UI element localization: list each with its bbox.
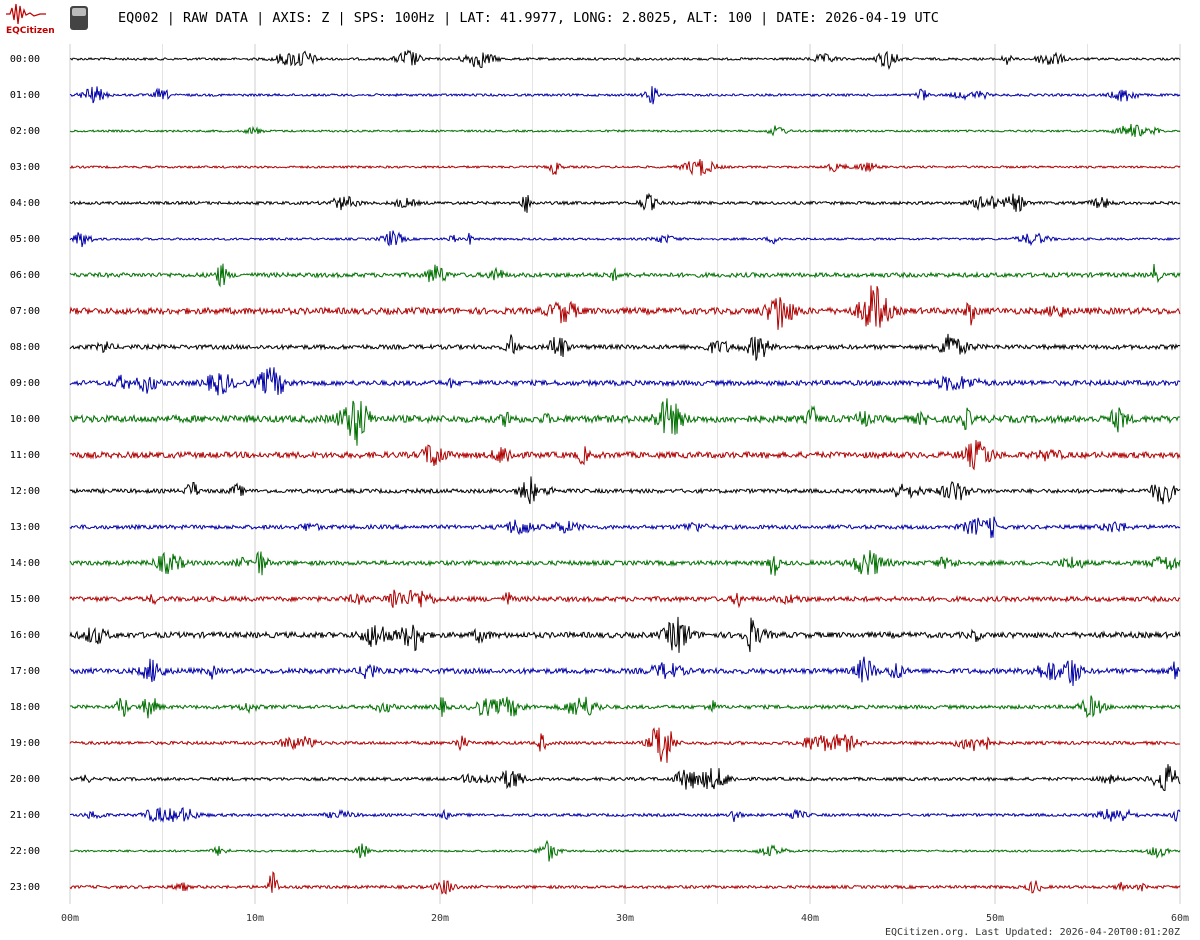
trace: [69, 367, 1181, 396]
trace: [69, 159, 1181, 176]
trace: [69, 839, 1181, 862]
row-label: 17:00: [10, 666, 40, 677]
row-label: 18:00: [10, 702, 40, 713]
labels: 00m 10m 20m 30m 40m 50m 60m 00:00 01:00 02:00 03:0…: [10, 54, 1189, 924]
trace: [69, 695, 1181, 719]
row-label: 00:00: [10, 54, 40, 65]
footer: EQCitizen.org. Last Updated: 2026-04-20T…: [885, 927, 1180, 938]
x-tick-label: 10m: [246, 913, 264, 924]
row-label: 20:00: [10, 774, 40, 785]
grid: [69, 44, 1181, 904]
trace: [69, 192, 1181, 213]
row-label: 08:00: [10, 342, 40, 353]
row-label: 14:00: [10, 558, 40, 569]
row-label: 15:00: [10, 594, 40, 605]
trace: [69, 550, 1181, 576]
x-tick-label: 60m: [1171, 913, 1189, 924]
row-label: 04:00: [10, 198, 40, 209]
row-label: 21:00: [10, 810, 40, 821]
row-label: 05:00: [10, 234, 40, 245]
trace: [69, 476, 1181, 505]
row-label: 03:00: [10, 162, 40, 173]
trace: [70, 807, 1181, 823]
trace: [69, 263, 1181, 288]
trace: [69, 656, 1181, 687]
trace: [69, 124, 1181, 137]
trace: [69, 764, 1181, 792]
trace: [69, 439, 1181, 471]
x-tick-label: 00m: [61, 913, 79, 924]
row-label: 06:00: [10, 270, 40, 281]
logo-text: EQCitizen: [6, 26, 55, 36]
row-label: 02:00: [10, 126, 40, 137]
x-tick-label: 20m: [431, 913, 449, 924]
trace: [69, 727, 1181, 763]
trace: [69, 333, 1181, 361]
traces: [69, 49, 1181, 895]
trace: [69, 86, 1181, 105]
row-label: 19:00: [10, 738, 40, 749]
row-label: 10:00: [10, 414, 40, 425]
row-label: 07:00: [10, 306, 40, 317]
sensor-icon-top: [72, 8, 86, 16]
trace: [69, 516, 1181, 539]
trace: [70, 398, 1181, 446]
trace: [70, 49, 1181, 70]
row-label: 13:00: [10, 522, 40, 533]
row-label: 09:00: [10, 378, 40, 389]
logo-wave: [6, 3, 46, 25]
trace: [69, 285, 1181, 330]
row-label: 01:00: [10, 90, 40, 101]
trace: [69, 589, 1181, 609]
x-tick-label: 30m: [616, 913, 634, 924]
title: EQ002 | RAW DATA | AXIS: Z | SPS: 100Hz …: [118, 10, 939, 26]
trace: [69, 230, 1180, 248]
row-label: 23:00: [10, 882, 40, 893]
row-label: 12:00: [10, 486, 40, 497]
x-tick-label: 50m: [986, 913, 1004, 924]
row-label: 11:00: [10, 450, 40, 461]
row-label: 22:00: [10, 846, 40, 857]
trace: [69, 616, 1181, 653]
logo: EQCitizen: [6, 3, 88, 36]
row-label: 16:00: [10, 630, 40, 641]
trace: [69, 871, 1181, 895]
x-tick-label: 40m: [801, 913, 819, 924]
